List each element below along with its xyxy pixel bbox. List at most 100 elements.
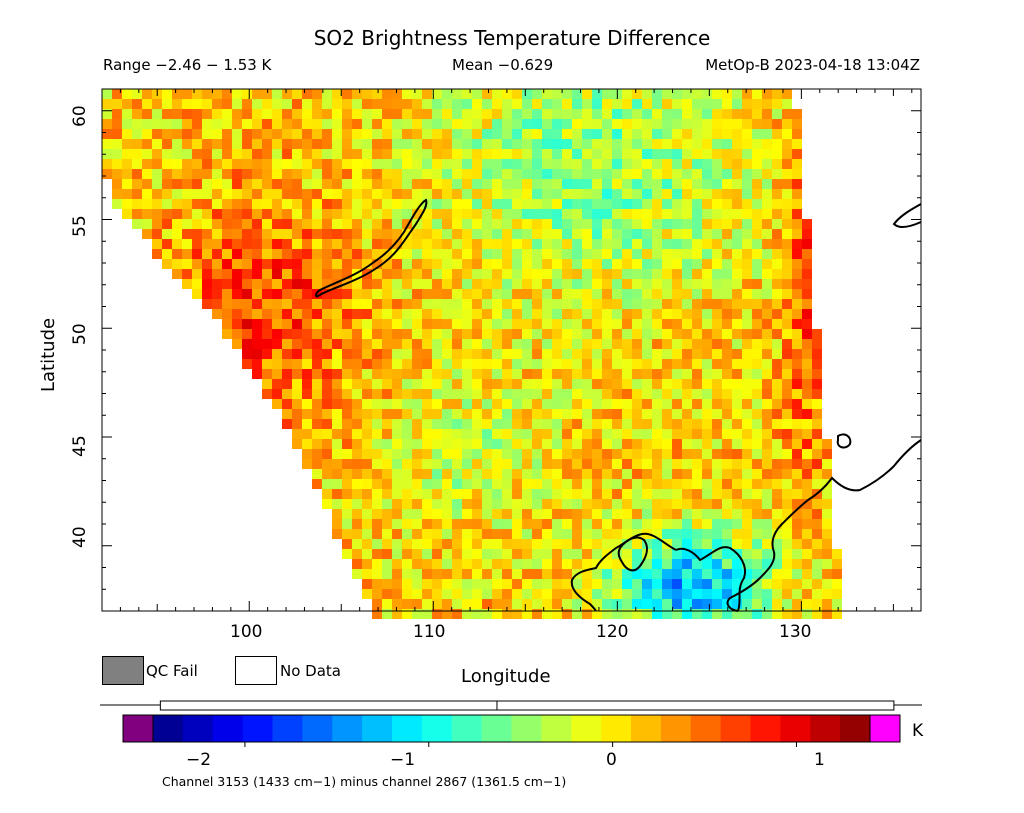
data-cell (532, 299, 542, 309)
data-cell (752, 109, 762, 119)
data-cell (562, 279, 572, 289)
data-cell (302, 299, 312, 309)
data-cell (392, 309, 402, 319)
data-cell (362, 439, 372, 449)
data-cell (692, 179, 702, 189)
data-cell (772, 549, 782, 559)
data-cell (562, 609, 572, 619)
data-cell (592, 389, 602, 399)
data-cell (292, 169, 302, 179)
data-cell (432, 299, 442, 309)
data-cell (752, 209, 762, 219)
data-cell (512, 89, 522, 99)
data-cell (192, 249, 202, 259)
data-cell (512, 559, 522, 569)
data-cell (362, 129, 372, 139)
data-cell (182, 99, 192, 109)
data-cell (412, 609, 422, 619)
data-cell (752, 409, 762, 419)
data-cell (542, 219, 552, 229)
data-cell (522, 579, 532, 589)
data-cell (532, 429, 542, 439)
data-cell (532, 259, 542, 269)
data-cell (302, 99, 312, 109)
data-cell (472, 219, 482, 229)
data-cell (542, 589, 552, 599)
data-cell (482, 429, 492, 439)
data-cell (572, 299, 582, 309)
data-cell (542, 539, 552, 549)
data-cell (762, 589, 772, 599)
data-cell (332, 149, 342, 159)
data-cell (422, 169, 432, 179)
data-cell (382, 339, 392, 349)
data-cell (302, 279, 312, 289)
data-cell (442, 179, 452, 189)
data-cell (802, 269, 812, 279)
data-cell (362, 469, 372, 479)
data-cell (782, 479, 792, 489)
data-cell (452, 529, 462, 539)
data-cell (652, 299, 662, 309)
data-cell (562, 439, 572, 449)
data-cell (592, 249, 602, 259)
data-cell (192, 179, 202, 189)
data-cell (732, 369, 742, 379)
data-cell (272, 239, 282, 249)
data-cell (402, 99, 412, 109)
data-cell (772, 389, 782, 399)
data-cell (422, 119, 432, 129)
data-cell (632, 319, 642, 329)
data-cell (812, 469, 822, 479)
data-cell (322, 479, 332, 489)
data-cell (212, 139, 222, 149)
data-cell (732, 239, 742, 249)
data-cell (772, 509, 782, 519)
data-cell (322, 119, 332, 129)
data-cell (462, 499, 472, 509)
data-cell (352, 409, 362, 419)
data-cell (522, 459, 532, 469)
data-cell (362, 549, 372, 559)
data-cell (262, 249, 272, 259)
data-cell (392, 479, 402, 489)
data-cell (492, 219, 502, 229)
data-cell (672, 299, 682, 309)
data-cell (602, 289, 612, 299)
data-cell (572, 389, 582, 399)
data-cell (222, 149, 232, 159)
data-cell (662, 149, 672, 159)
data-cell (802, 429, 812, 439)
data-cell (532, 129, 542, 139)
data-cell (222, 329, 232, 339)
data-cell (592, 119, 602, 129)
data-cell (642, 159, 652, 169)
data-cell (562, 229, 572, 239)
data-cell (202, 219, 212, 229)
data-cell (712, 279, 722, 289)
data-cell (622, 259, 632, 269)
data-cell (312, 399, 322, 409)
data-cell (492, 189, 502, 199)
data-cell (762, 249, 772, 259)
data-cell (212, 179, 222, 189)
data-cell (812, 459, 822, 469)
data-cell (642, 589, 652, 599)
data-cell (652, 459, 662, 469)
data-cell (732, 559, 742, 569)
data-cell (492, 459, 502, 469)
data-cell (292, 109, 302, 119)
data-cell (242, 319, 252, 329)
data-cell (302, 189, 312, 199)
data-cell (752, 139, 762, 149)
data-cell (522, 609, 532, 619)
data-cell (612, 539, 622, 549)
data-cell (492, 579, 502, 589)
data-cell (572, 239, 582, 249)
data-cell (502, 459, 512, 469)
data-cell (352, 319, 362, 329)
data-cell (492, 179, 502, 189)
data-cell (542, 349, 552, 359)
data-cell (432, 239, 442, 249)
data-cell (772, 229, 782, 239)
